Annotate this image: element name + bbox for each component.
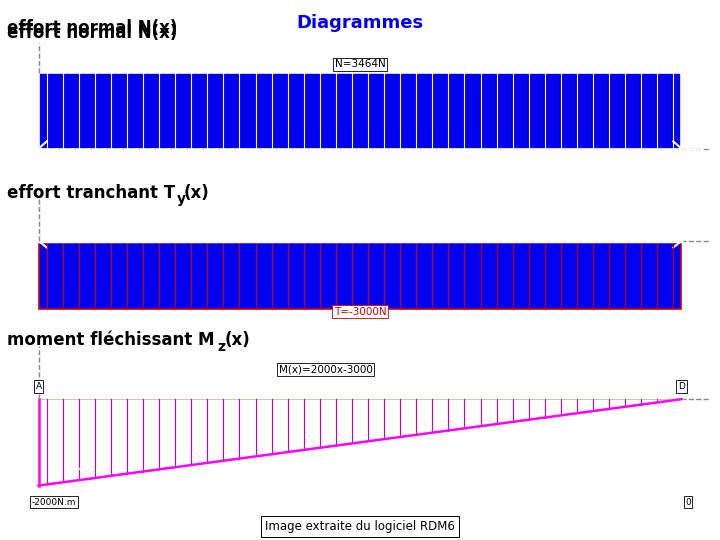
Text: D: D [678, 382, 685, 391]
Text: -2000N.m: -2000N.m [32, 498, 76, 507]
Text: (x): (x) [184, 184, 210, 201]
Text: M(x)=2000x-3000: M(x)=2000x-3000 [279, 365, 373, 375]
Text: y: y [176, 192, 186, 206]
Text: z: z [217, 340, 225, 354]
Bar [39, 73, 681, 148]
Text: 0: 0 [685, 498, 690, 507]
Text: (x): (x) [225, 331, 251, 349]
Text: effort normal N(x): effort normal N(x) [7, 18, 178, 37]
Text: T=-3000N: T=-3000N [333, 307, 387, 317]
Text: A: A [35, 382, 42, 391]
Text: effort normal N(x): effort normal N(x) [7, 24, 178, 42]
Text: Image extraite du logiciel RDM6: Image extraite du logiciel RDM6 [265, 520, 455, 533]
Text: N=3464N: N=3464N [335, 59, 385, 70]
Bar [39, 241, 681, 309]
Text: Diagrammes: Diagrammes [297, 14, 423, 31]
Text: moment fléchissant M: moment fléchissant M [7, 331, 215, 349]
Text: effort tranchant T: effort tranchant T [7, 184, 176, 201]
